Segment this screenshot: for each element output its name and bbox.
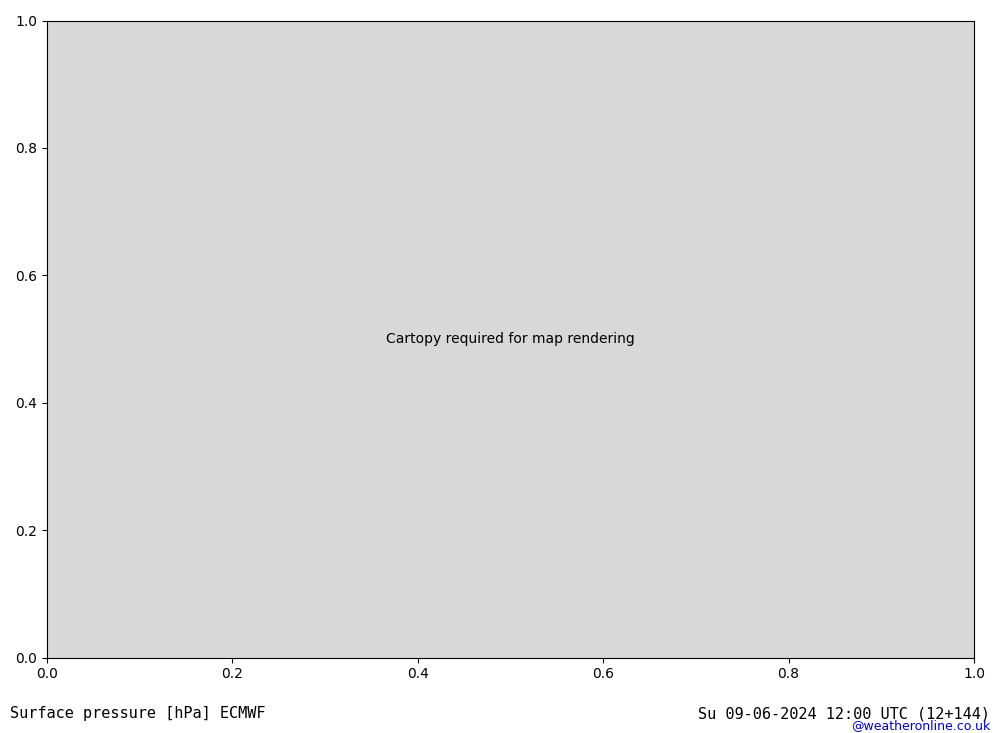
Text: @weatheronline.co.uk: @weatheronline.co.uk [851,719,990,732]
Text: Su 09-06-2024 12:00 UTC (12+144): Su 09-06-2024 12:00 UTC (12+144) [698,707,990,721]
Text: Cartopy required for map rendering: Cartopy required for map rendering [386,332,635,346]
Text: Surface pressure [hPa] ECMWF: Surface pressure [hPa] ECMWF [10,707,266,721]
